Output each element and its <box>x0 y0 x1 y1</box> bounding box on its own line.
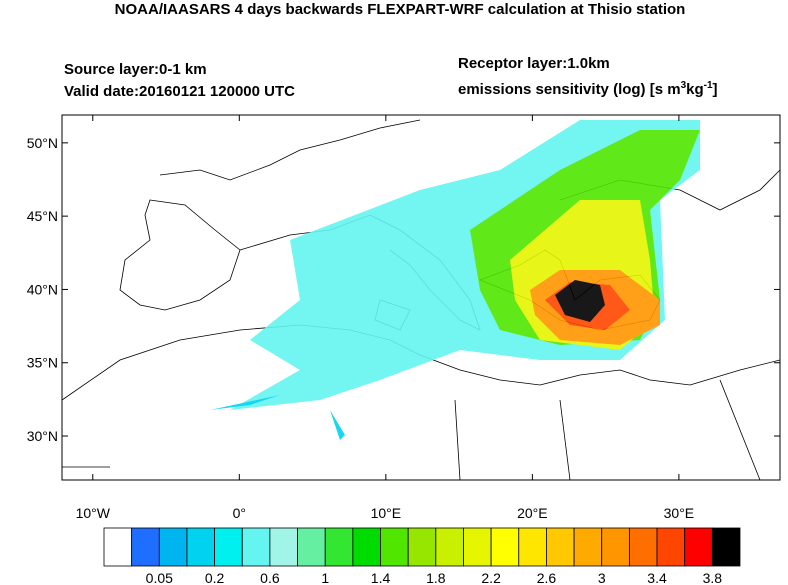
color-box <box>269 527 298 567</box>
color-box <box>711 527 741 567</box>
color-box <box>463 527 492 567</box>
colorbar-label: 1.4 <box>371 570 391 585</box>
color-box <box>518 527 547 567</box>
colorbar-label: 3.8 <box>703 570 723 585</box>
colorbar-label: 0.2 <box>205 570 225 585</box>
color-box <box>352 527 381 567</box>
colorbar-label: 3.4 <box>647 570 667 585</box>
colorbar-label: 1 <box>321 570 329 585</box>
color-box <box>573 527 603 567</box>
color-box <box>214 527 243 567</box>
color-box <box>131 527 160 567</box>
lon-label: 10°W <box>76 505 111 521</box>
color-box <box>324 527 354 567</box>
color-box <box>103 527 133 567</box>
lat-label: 45°N <box>27 208 58 224</box>
color-box <box>546 527 575 567</box>
colorbar-label: 2.2 <box>481 570 501 585</box>
title: NOAA/IAASARS 4 days backwards FLEXPART-W… <box>115 1 686 18</box>
lat-label: 30°N <box>27 428 58 444</box>
colorbar: 0.05 0.2 0.6 1 1.4 1.8 2.2 2.6 3 3.4 3.8 <box>103 527 741 585</box>
lon-label: 30°E <box>664 505 695 521</box>
valid-date: Valid date:20160121 120000 UTC <box>64 83 295 100</box>
units: emissions sensitivity (log) [s m3kg-1] <box>458 80 718 98</box>
plume <box>210 120 700 440</box>
color-box <box>186 527 216 567</box>
lon-label: 20°E <box>517 505 548 521</box>
lat-label: 35°N <box>27 355 58 371</box>
color-box <box>684 527 713 567</box>
colorbar-label: 2.6 <box>537 570 557 585</box>
color-box <box>407 527 437 567</box>
lat-label: 40°N <box>27 281 58 297</box>
lon-label: 10°E <box>371 505 402 521</box>
color-box <box>628 527 658 567</box>
colorbar-label: 3 <box>598 570 606 585</box>
map-area <box>61 114 781 481</box>
lon-label: 0° <box>233 505 246 521</box>
color-box <box>158 527 188 567</box>
color-box <box>435 527 464 567</box>
color-box <box>656 527 686 567</box>
lat-label: 50°N <box>27 135 58 151</box>
source-layer: Source layer:0-1 km <box>64 61 207 78</box>
colorbar-label: 0.6 <box>260 570 280 585</box>
receptor-layer: Receptor layer:1.0km <box>458 55 610 72</box>
colorbar-label: 1.8 <box>426 570 446 585</box>
color-box <box>297 527 326 567</box>
colorbar-label: 0.05 <box>146 570 173 585</box>
color-box <box>380 527 409 567</box>
color-box <box>241 527 271 567</box>
color-box <box>601 527 630 567</box>
color-box <box>490 527 520 567</box>
